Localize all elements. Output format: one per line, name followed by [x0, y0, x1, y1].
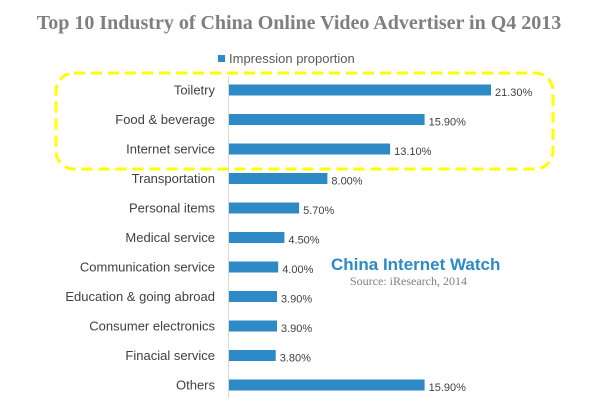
bar-transportation [229, 173, 328, 184]
data-label-communication-service: 4.00% [282, 264, 313, 276]
data-label-education-and-going-abroad: 3.90% [281, 294, 312, 306]
data-label-finacial-service: 3.80% [280, 353, 311, 365]
category-label-food-and-beverage: Food & beverage [115, 112, 215, 127]
bar-consumer-electronics [229, 320, 277, 332]
chart-title: Top 10 Industry of China Online Video Ad… [37, 12, 562, 34]
category-label-toiletry: Toiletry [174, 83, 216, 98]
watermark-source: Source: iResearch, 2014 [350, 274, 467, 288]
category-label-communication-service: Communication service [80, 260, 215, 275]
data-label-food-and-beverage: 15.90% [429, 117, 467, 129]
bar-communication-service [229, 261, 279, 273]
bar-toiletry [229, 84, 491, 96]
category-label-personal-items: Personal items [129, 201, 215, 216]
legend-swatch [218, 55, 225, 62]
data-label-toiletry: 21.30% [495, 87, 533, 99]
watermark: China Internet Watch Source: iResearch, … [331, 255, 500, 288]
category-label-consumer-electronics: Consumer electronics [89, 319, 215, 334]
bar-personal-items [229, 202, 300, 214]
bar-internet-service [229, 143, 391, 155]
category-label-internet-service: Internet service [126, 142, 215, 157]
bar-medical-service [229, 232, 285, 243]
bar-education-and-going-abroad [229, 291, 277, 302]
data-label-medical-service: 4.50% [288, 235, 319, 247]
data-label-personal-items: 5.70% [303, 205, 334, 217]
category-label-finacial-service: Finacial service [125, 348, 215, 363]
data-label-consumer-electronics: 3.90% [281, 323, 312, 335]
category-label-others: Others [176, 378, 216, 393]
bars-layer: Toiletry 21.30% Food & beverage 15.90% Inter… [65, 83, 532, 395]
data-label-others: 15.90% [429, 382, 467, 394]
data-label-internet-service: 13.10% [394, 146, 432, 158]
legend-label: Impression proportion [229, 51, 355, 66]
highlight-box [54, 71, 555, 171]
category-label-transportation: Transportation [132, 171, 215, 186]
data-label-transportation: 8.00% [331, 176, 362, 188]
category-label-education-and-going-abroad: Education & going abroad [65, 289, 215, 304]
bar-others [229, 379, 425, 391]
bar-finacial-service [229, 350, 276, 361]
legend: Impression proportion [218, 51, 355, 66]
category-label-medical-service: Medical service [125, 230, 215, 245]
watermark-title: China Internet Watch [331, 255, 500, 274]
bar-food-and-beverage [229, 114, 425, 125]
